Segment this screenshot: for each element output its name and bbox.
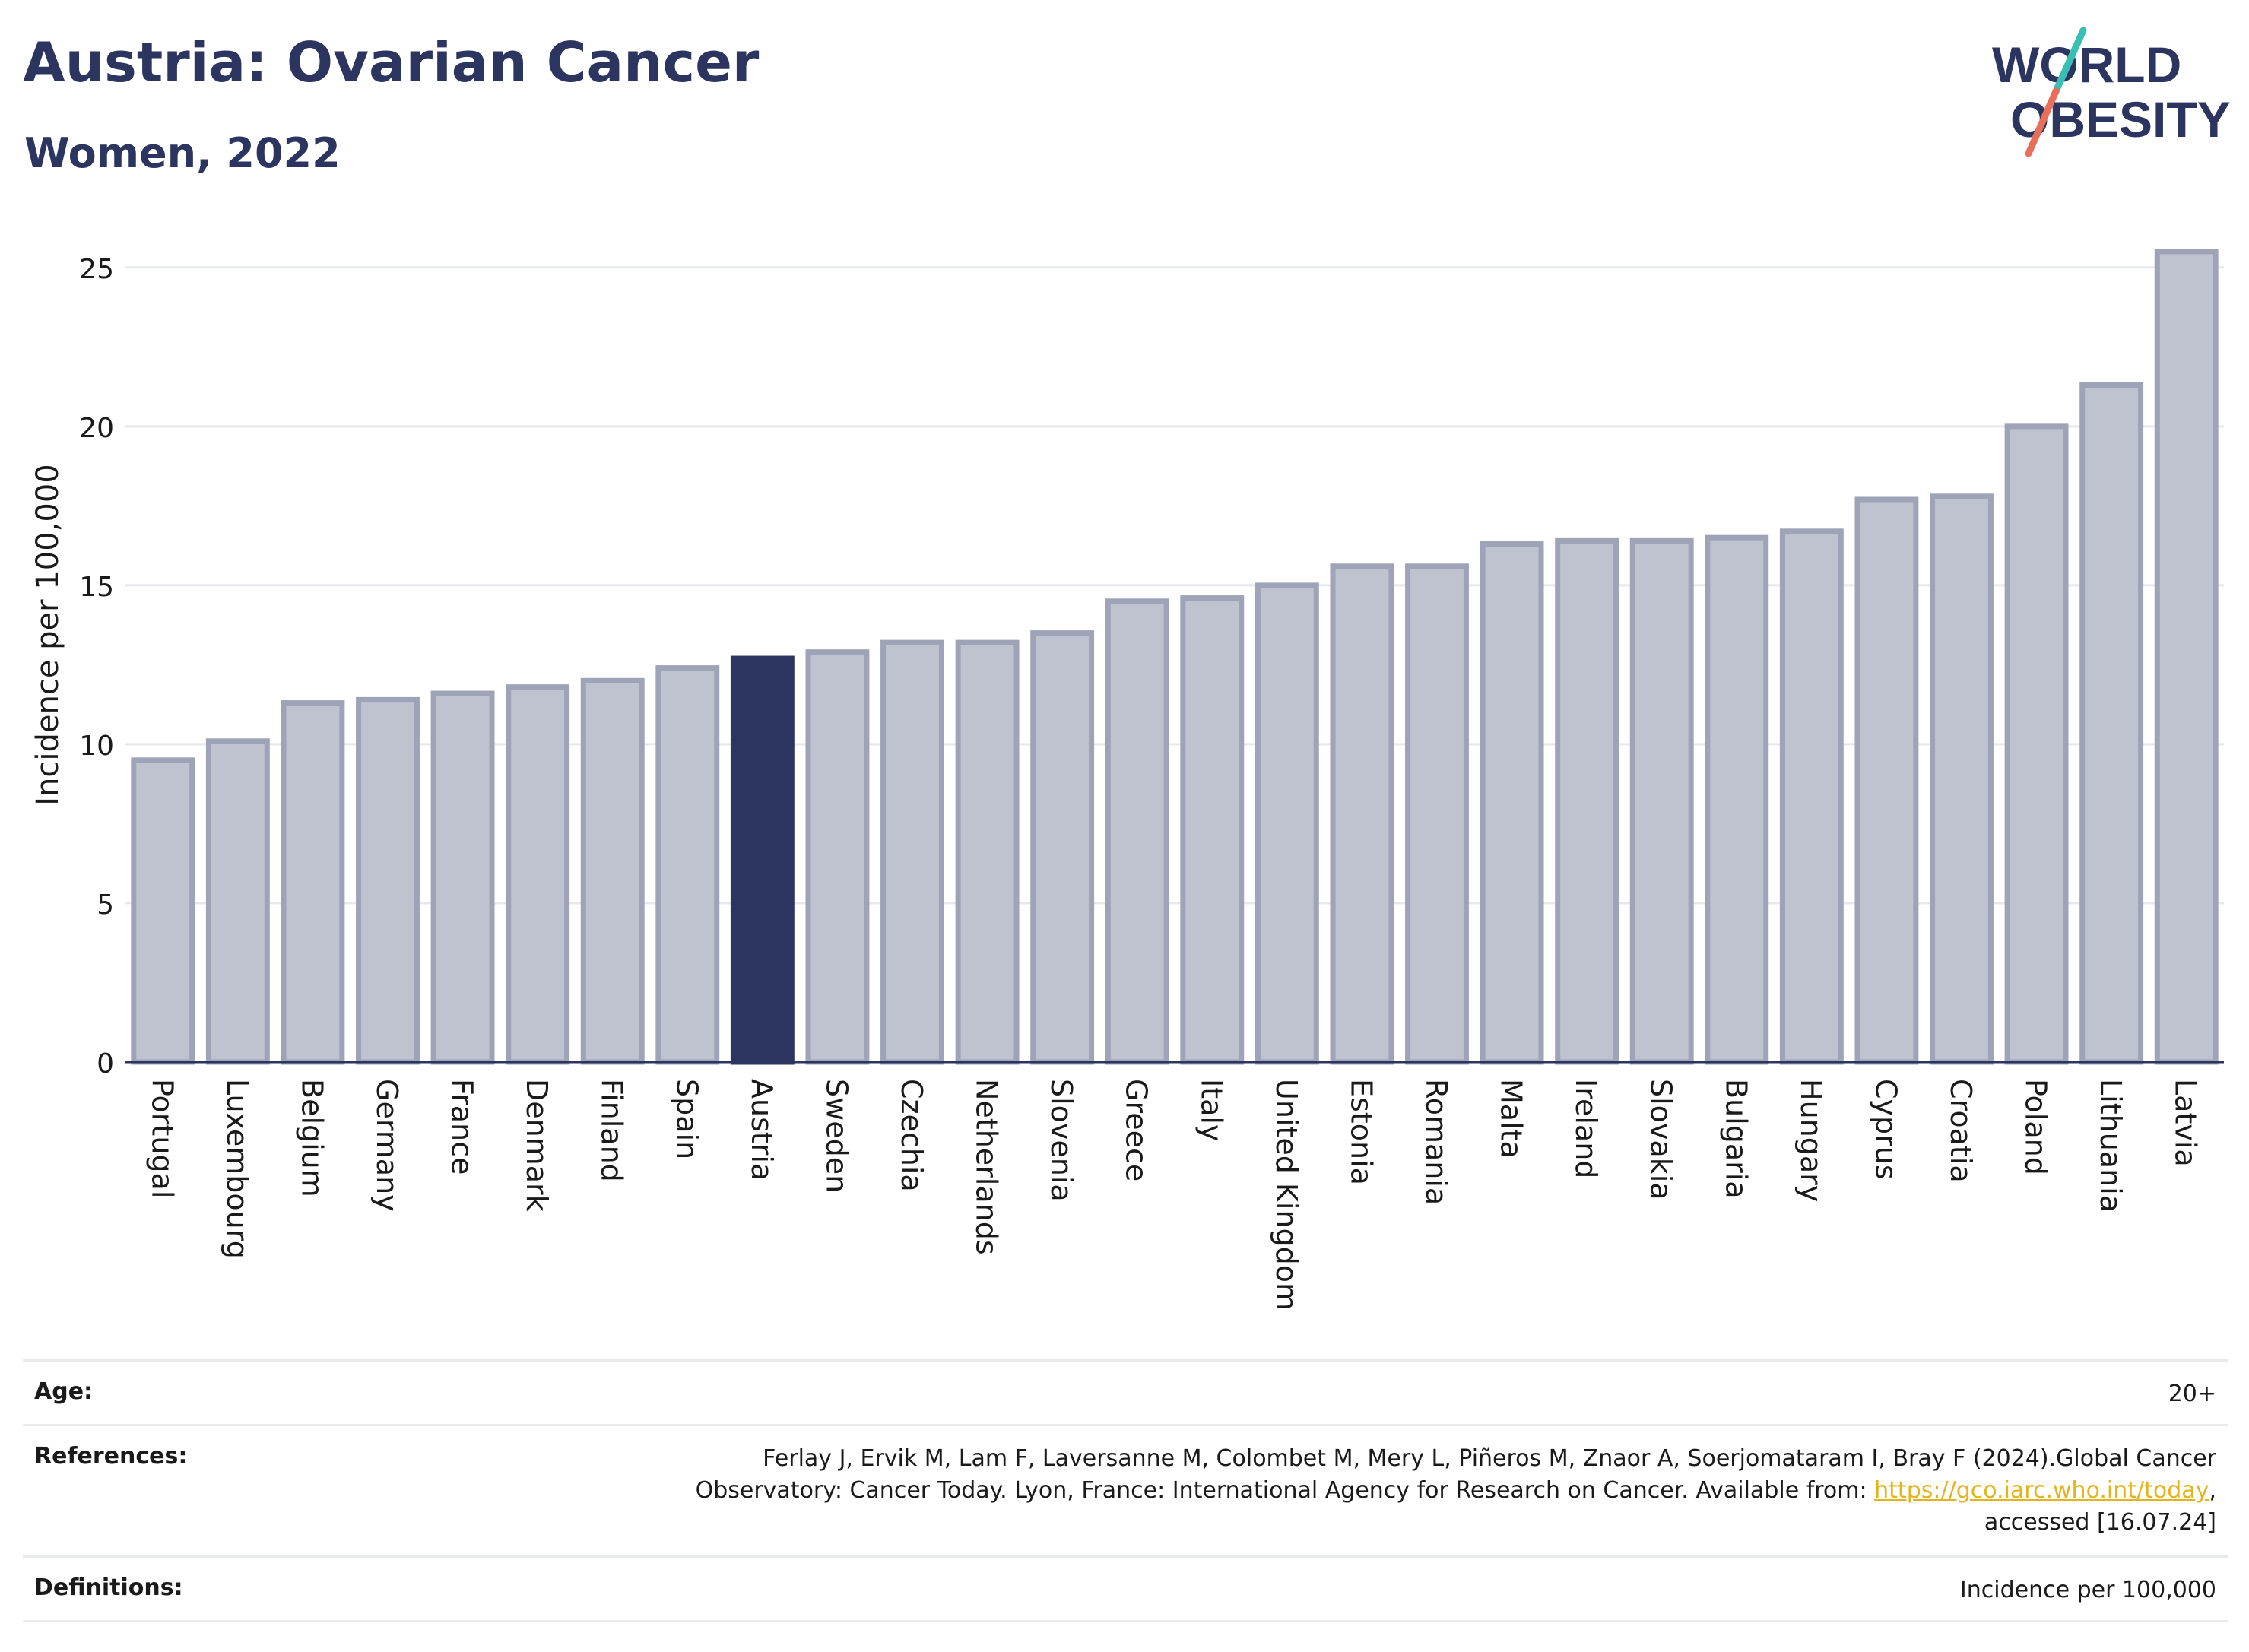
y-tick-label: 0 (97, 1048, 114, 1080)
bar-united-kingdom (1255, 582, 1319, 1065)
definitions-label: Definitions: (34, 1574, 183, 1601)
age-value: 20+ (2168, 1381, 2216, 1407)
bar-latvia (2154, 249, 2219, 1065)
x-tick-label: Ireland (1569, 1079, 1603, 1178)
x-tick-label: Croatia (1944, 1079, 1978, 1183)
bar-italy (1180, 595, 1245, 1065)
axis-layer: 0 5 10 15 20 25 (79, 254, 2224, 1080)
bar-denmark (506, 684, 570, 1065)
y-tick-label: 15 (79, 572, 114, 603)
x-tick-label: Malta (1495, 1079, 1528, 1159)
page-title: Austria: Ovarian Cancer (23, 30, 760, 94)
bar-romania (1405, 563, 1469, 1065)
definitions-value: Incidence per 100,000 (1959, 1577, 2216, 1603)
x-tick-label: Latvia (2169, 1079, 2203, 1167)
bar-portugal (131, 757, 195, 1065)
references-line3: accessed [16.07.24] (1984, 1509, 2216, 1536)
age-label: Age: (34, 1378, 94, 1405)
y-tick-label: 10 (79, 731, 114, 762)
age-row: Age: 20+ (23, 1359, 2228, 1424)
references-row: References: Ferlay J, Ervik M, Lam F, La… (23, 1424, 2228, 1555)
y-tick-label: 5 (97, 889, 114, 921)
references-line1: Ferlay J, Ervik M, Lam F, Laversanne M, … (763, 1445, 2216, 1472)
y-tick-label: 20 (79, 413, 114, 444)
bar-bulgaria (1705, 534, 1769, 1065)
bar-netherlands (955, 639, 1020, 1065)
x-tick-label: Italy (1194, 1079, 1228, 1141)
x-tick-label: Denmark (520, 1079, 554, 1212)
x-tick-label: Portugal (145, 1079, 179, 1198)
x-tick-label: Czechia (895, 1079, 928, 1192)
x-tick-label: Finland (595, 1079, 629, 1182)
logo-teal-stroke (2052, 27, 2087, 95)
references-value: Ferlay J, Ervik M, Lam F, Laversanne M, … (696, 1443, 2216, 1539)
x-tick-label: Germany (370, 1079, 404, 1212)
x-tick-label: Romania (1420, 1079, 1453, 1205)
x-tick-label: Lithuania (2094, 1079, 2127, 1213)
x-tick-label: France (446, 1079, 479, 1175)
bar-sweden (805, 649, 870, 1065)
definitions-row: Definitions: Incidence per 100,000 (23, 1555, 2228, 1622)
bars-layer (131, 249, 2219, 1065)
bar-malta (1480, 541, 1544, 1065)
bar-belgium (281, 700, 345, 1065)
x-tick-label: Netherlands (970, 1079, 1004, 1255)
x-tick-label: Bulgaria (1719, 1079, 1753, 1199)
bar-estonia (1330, 563, 1394, 1065)
bar-slovakia (1629, 537, 1694, 1065)
bar-croatia (1930, 493, 1994, 1065)
y-tick-label: 25 (79, 254, 114, 285)
bar-ireland (1555, 537, 1619, 1065)
x-tick-label: Spain (670, 1079, 703, 1159)
x-tick-label: Hungary (1794, 1079, 1828, 1202)
x-tick-label: Slovakia (1645, 1079, 1678, 1200)
logo-coral-stroke (2025, 87, 2060, 157)
bar-lithuania (2079, 382, 2144, 1065)
x-tick-label: Estonia (1344, 1079, 1378, 1185)
bar-czechia (880, 639, 944, 1065)
bar-slovenia (1030, 630, 1095, 1065)
bar-austria (730, 655, 795, 1065)
logo-line1: WORLD (1992, 36, 2181, 93)
bar-cyprus (1854, 496, 1919, 1065)
x-tick-label: Cyprus (1869, 1079, 1902, 1180)
x-tick-label: Luxembourg (220, 1079, 254, 1259)
bar-luxembourg (205, 738, 270, 1065)
x-tick-label: Slovenia (1045, 1079, 1078, 1202)
bar-chart: 0 5 10 15 20 25 Portugal Luxembourg Belgium Germ… (30, 249, 2224, 1311)
bar-poland (2004, 423, 2069, 1065)
y-axis-label: Incidence per 100,000 (30, 464, 65, 806)
references-label: References: (34, 1443, 188, 1470)
world-obesity-logo: WORLD OBESITY (1992, 27, 2231, 157)
bar-germany (356, 696, 420, 1065)
x-tick-label: Poland (2019, 1079, 2053, 1175)
bar-finland (580, 677, 645, 1065)
x-tick-label: Sweden (820, 1079, 853, 1193)
x-tick-label: Greece (1120, 1079, 1153, 1181)
bar-greece (1105, 598, 1169, 1065)
bar-france (430, 690, 495, 1065)
references-link[interactable]: https://gco.iarc.who.int/today (1874, 1477, 2209, 1504)
x-tick-label: Belgium (295, 1079, 328, 1197)
info-table: Age: 20+ References: Ferlay J, Ervik M, … (23, 1359, 2228, 1622)
bar-hungary (1779, 528, 1844, 1065)
bar-spain (655, 665, 720, 1065)
page-subtitle: Women, 2022 (24, 129, 341, 177)
x-tick-label: United Kingdom (1270, 1079, 1303, 1311)
x-tick-label: Austria (745, 1079, 779, 1181)
references-line2-end: , (2209, 1477, 2216, 1504)
references-line2: Observatory: Cancer Today. Lyon, France:… (695, 1477, 1875, 1504)
labels-layer: Portugal Luxembourg Belgium Germany France De… (145, 1079, 2202, 1311)
